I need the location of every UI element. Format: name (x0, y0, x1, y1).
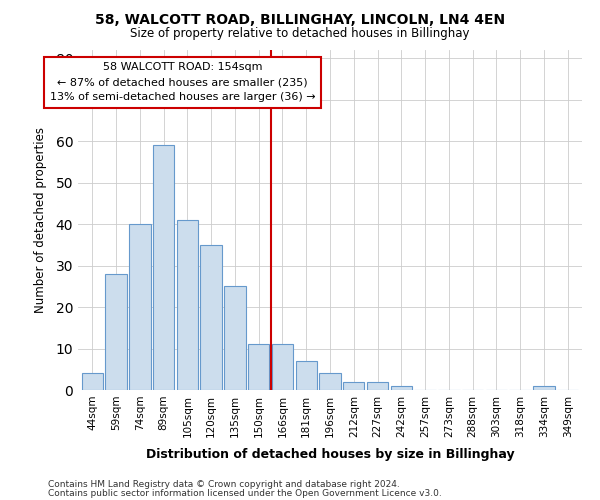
Bar (296, 361, 317, 390)
Bar (248, 344, 269, 390)
Bar (153, 146, 174, 390)
Bar (533, 386, 554, 390)
Bar (391, 386, 412, 390)
Bar (367, 382, 388, 390)
Bar (200, 245, 222, 390)
Bar (343, 382, 364, 390)
Bar (224, 286, 245, 390)
Bar (129, 224, 151, 390)
Text: 58 WALCOTT ROAD: 154sqm
← 87% of detached houses are smaller (235)
13% of semi-d: 58 WALCOTT ROAD: 154sqm ← 87% of detache… (50, 62, 316, 102)
Bar (176, 220, 198, 390)
Bar (319, 374, 341, 390)
X-axis label: Distribution of detached houses by size in Billinghay: Distribution of detached houses by size … (146, 448, 514, 461)
Text: Contains HM Land Registry data © Crown copyright and database right 2024.: Contains HM Land Registry data © Crown c… (48, 480, 400, 489)
Bar (106, 274, 127, 390)
Text: Contains public sector information licensed under the Open Government Licence v3: Contains public sector information licen… (48, 488, 442, 498)
Text: 58, WALCOTT ROAD, BILLINGHAY, LINCOLN, LN4 4EN: 58, WALCOTT ROAD, BILLINGHAY, LINCOLN, L… (95, 12, 505, 26)
Bar (272, 344, 293, 390)
Bar (82, 374, 103, 390)
Text: Size of property relative to detached houses in Billinghay: Size of property relative to detached ho… (130, 28, 470, 40)
Y-axis label: Number of detached properties: Number of detached properties (34, 127, 47, 313)
